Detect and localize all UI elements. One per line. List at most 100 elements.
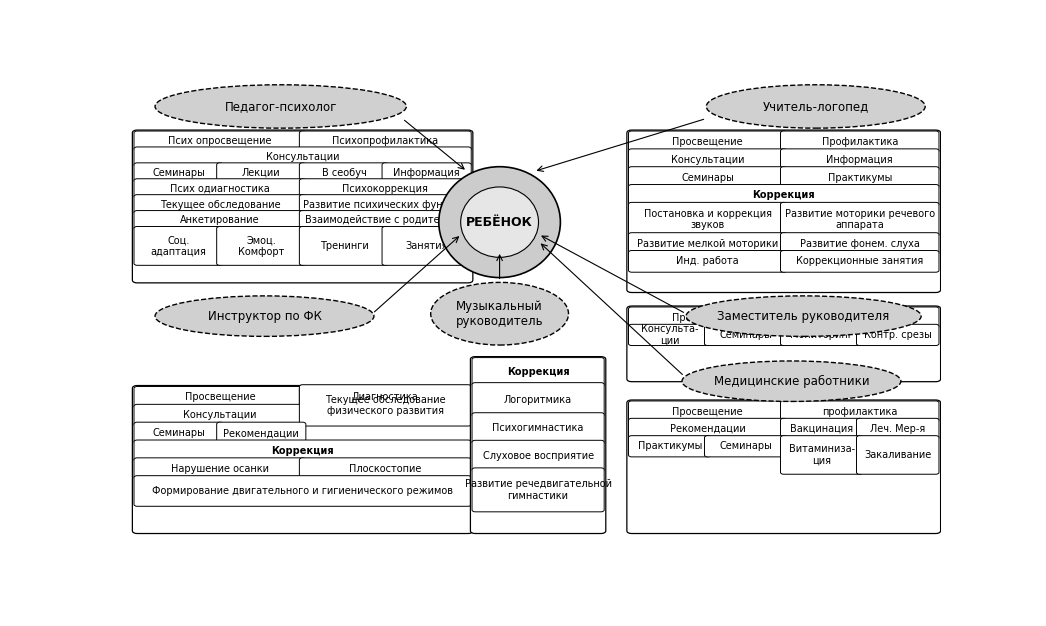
Text: Профилактика: Профилактика xyxy=(821,137,897,147)
FancyBboxPatch shape xyxy=(134,476,471,506)
FancyBboxPatch shape xyxy=(705,436,787,457)
Ellipse shape xyxy=(686,296,922,336)
Text: профилактика: профилактика xyxy=(822,406,897,416)
Ellipse shape xyxy=(706,85,925,128)
FancyBboxPatch shape xyxy=(299,179,471,198)
FancyBboxPatch shape xyxy=(629,250,787,272)
FancyBboxPatch shape xyxy=(472,440,605,472)
Ellipse shape xyxy=(155,85,406,128)
FancyBboxPatch shape xyxy=(780,233,939,254)
Text: Просвещение: Просвещение xyxy=(673,406,743,416)
Text: Психогимнастика: Психогимнастика xyxy=(493,423,584,433)
Text: Рекомендации: Рекомендации xyxy=(669,424,746,434)
FancyBboxPatch shape xyxy=(217,227,305,265)
Text: Практикумы: Практикумы xyxy=(827,173,892,183)
Text: Леч. Мер-я: Леч. Мер-я xyxy=(870,424,926,434)
FancyBboxPatch shape xyxy=(299,227,388,265)
Text: Постановка и коррекция
звуков: Постановка и коррекция звуков xyxy=(643,208,772,230)
Text: Соц.
адаптация: Соц. адаптация xyxy=(151,235,206,257)
Text: Коррекция: Коррекция xyxy=(752,190,815,200)
FancyBboxPatch shape xyxy=(780,202,939,237)
FancyBboxPatch shape xyxy=(217,163,305,183)
Text: Взаимодействие с родителями: Взаимодействие с родителями xyxy=(305,215,465,225)
Text: Консультации: Консультации xyxy=(266,152,339,162)
FancyBboxPatch shape xyxy=(299,458,471,480)
FancyBboxPatch shape xyxy=(627,130,940,292)
Ellipse shape xyxy=(460,187,539,257)
FancyBboxPatch shape xyxy=(382,227,471,265)
FancyBboxPatch shape xyxy=(134,404,305,426)
Text: Консультации: Консультации xyxy=(670,155,745,165)
FancyBboxPatch shape xyxy=(780,307,939,328)
Text: Информация: Информация xyxy=(826,155,893,165)
Text: Заместитель руководителя: Заместитель руководителя xyxy=(718,310,890,322)
Text: Инд. работа: Инд. работа xyxy=(677,257,740,267)
Ellipse shape xyxy=(431,282,569,345)
FancyBboxPatch shape xyxy=(629,418,787,439)
Text: Инструктор по ФК: Инструктор по ФК xyxy=(207,310,321,322)
Text: Медицинские работники: Медицинские работники xyxy=(713,374,869,387)
Text: Формирование двигательного и гигиенического режимов: Формирование двигательного и гигиеническ… xyxy=(152,486,453,496)
Text: Нарушение осанки: Нарушение осанки xyxy=(170,464,269,474)
Text: Коррекция: Коррекция xyxy=(271,446,334,456)
Text: Занятия: Занятия xyxy=(406,241,448,251)
FancyBboxPatch shape xyxy=(629,401,787,422)
FancyBboxPatch shape xyxy=(857,436,939,475)
Text: Тренинги: Тренинги xyxy=(320,241,368,251)
Text: Психокоррекция: Психокоррекция xyxy=(342,183,428,193)
Text: Контр. срезы: Контр. срезы xyxy=(864,330,932,340)
Ellipse shape xyxy=(682,361,901,401)
Text: Рекомендации: Рекомендации xyxy=(224,428,299,438)
Text: Семинары: Семинары xyxy=(720,441,772,451)
Text: Плоскостопие: Плоскостопие xyxy=(349,464,422,474)
FancyBboxPatch shape xyxy=(780,401,939,422)
FancyBboxPatch shape xyxy=(299,131,471,151)
Text: Псих одиагностика: Псих одиагностика xyxy=(170,183,270,193)
Text: Развитие моторики речевого
аппарата: Развитие моторики речевого аппарата xyxy=(784,208,935,230)
FancyBboxPatch shape xyxy=(134,440,471,462)
Ellipse shape xyxy=(155,296,374,336)
FancyBboxPatch shape xyxy=(857,324,939,346)
FancyBboxPatch shape xyxy=(780,131,939,153)
Text: Музыкальный
руководитель: Музыкальный руководитель xyxy=(456,300,544,328)
Text: Закаливание: Закаливание xyxy=(864,450,931,460)
Text: Развитие фонем. слуха: Развитие фонем. слуха xyxy=(800,239,919,249)
Text: Логоритмика: Логоритмика xyxy=(504,394,572,404)
Text: Информация: Информация xyxy=(393,168,460,178)
FancyBboxPatch shape xyxy=(780,436,863,475)
Text: Диагностика: Диагностика xyxy=(826,312,893,322)
Text: Текущее обследование
физического развития: Текущее обследование физического развити… xyxy=(325,394,446,416)
Text: Просвещение: Просвещение xyxy=(673,137,743,147)
Text: Семинары: Семинары xyxy=(681,173,734,183)
FancyBboxPatch shape xyxy=(629,307,787,328)
FancyBboxPatch shape xyxy=(629,202,787,237)
FancyBboxPatch shape xyxy=(134,422,223,444)
Text: Семинары: Семинары xyxy=(152,428,205,438)
Text: Анкетирование: Анкетирование xyxy=(180,215,259,225)
FancyBboxPatch shape xyxy=(857,418,939,439)
Text: Витаминиза-
ция: Витаминиза- ция xyxy=(789,444,855,466)
FancyBboxPatch shape xyxy=(133,386,473,533)
Ellipse shape xyxy=(439,167,561,277)
Text: Развитие речедвигательной
гимнастики: Развитие речедвигательной гимнастики xyxy=(464,479,612,501)
Text: Развитие мелкой моторики: Развитие мелкой моторики xyxy=(637,239,778,249)
Text: Эмоц.
Комфорт: Эмоц. Комфорт xyxy=(238,235,285,257)
FancyBboxPatch shape xyxy=(627,306,940,382)
Text: Педагог-психолог: Педагог-психолог xyxy=(225,100,337,113)
FancyBboxPatch shape xyxy=(472,468,605,512)
Text: Коррекция: Коррекция xyxy=(507,367,569,377)
FancyBboxPatch shape xyxy=(134,179,305,198)
FancyBboxPatch shape xyxy=(629,324,711,346)
Text: Развитие психических функций: Развитие психических функций xyxy=(302,200,468,210)
FancyBboxPatch shape xyxy=(705,324,787,346)
FancyBboxPatch shape xyxy=(134,210,305,230)
FancyBboxPatch shape xyxy=(472,382,605,416)
FancyBboxPatch shape xyxy=(134,195,305,215)
Text: Семинары: Семинары xyxy=(152,168,205,178)
FancyBboxPatch shape xyxy=(629,149,787,170)
FancyBboxPatch shape xyxy=(780,167,939,188)
FancyBboxPatch shape xyxy=(629,167,787,188)
FancyBboxPatch shape xyxy=(780,418,863,439)
FancyBboxPatch shape xyxy=(134,163,223,183)
Text: Слуховое восприятие: Слуховое восприятие xyxy=(482,451,594,461)
